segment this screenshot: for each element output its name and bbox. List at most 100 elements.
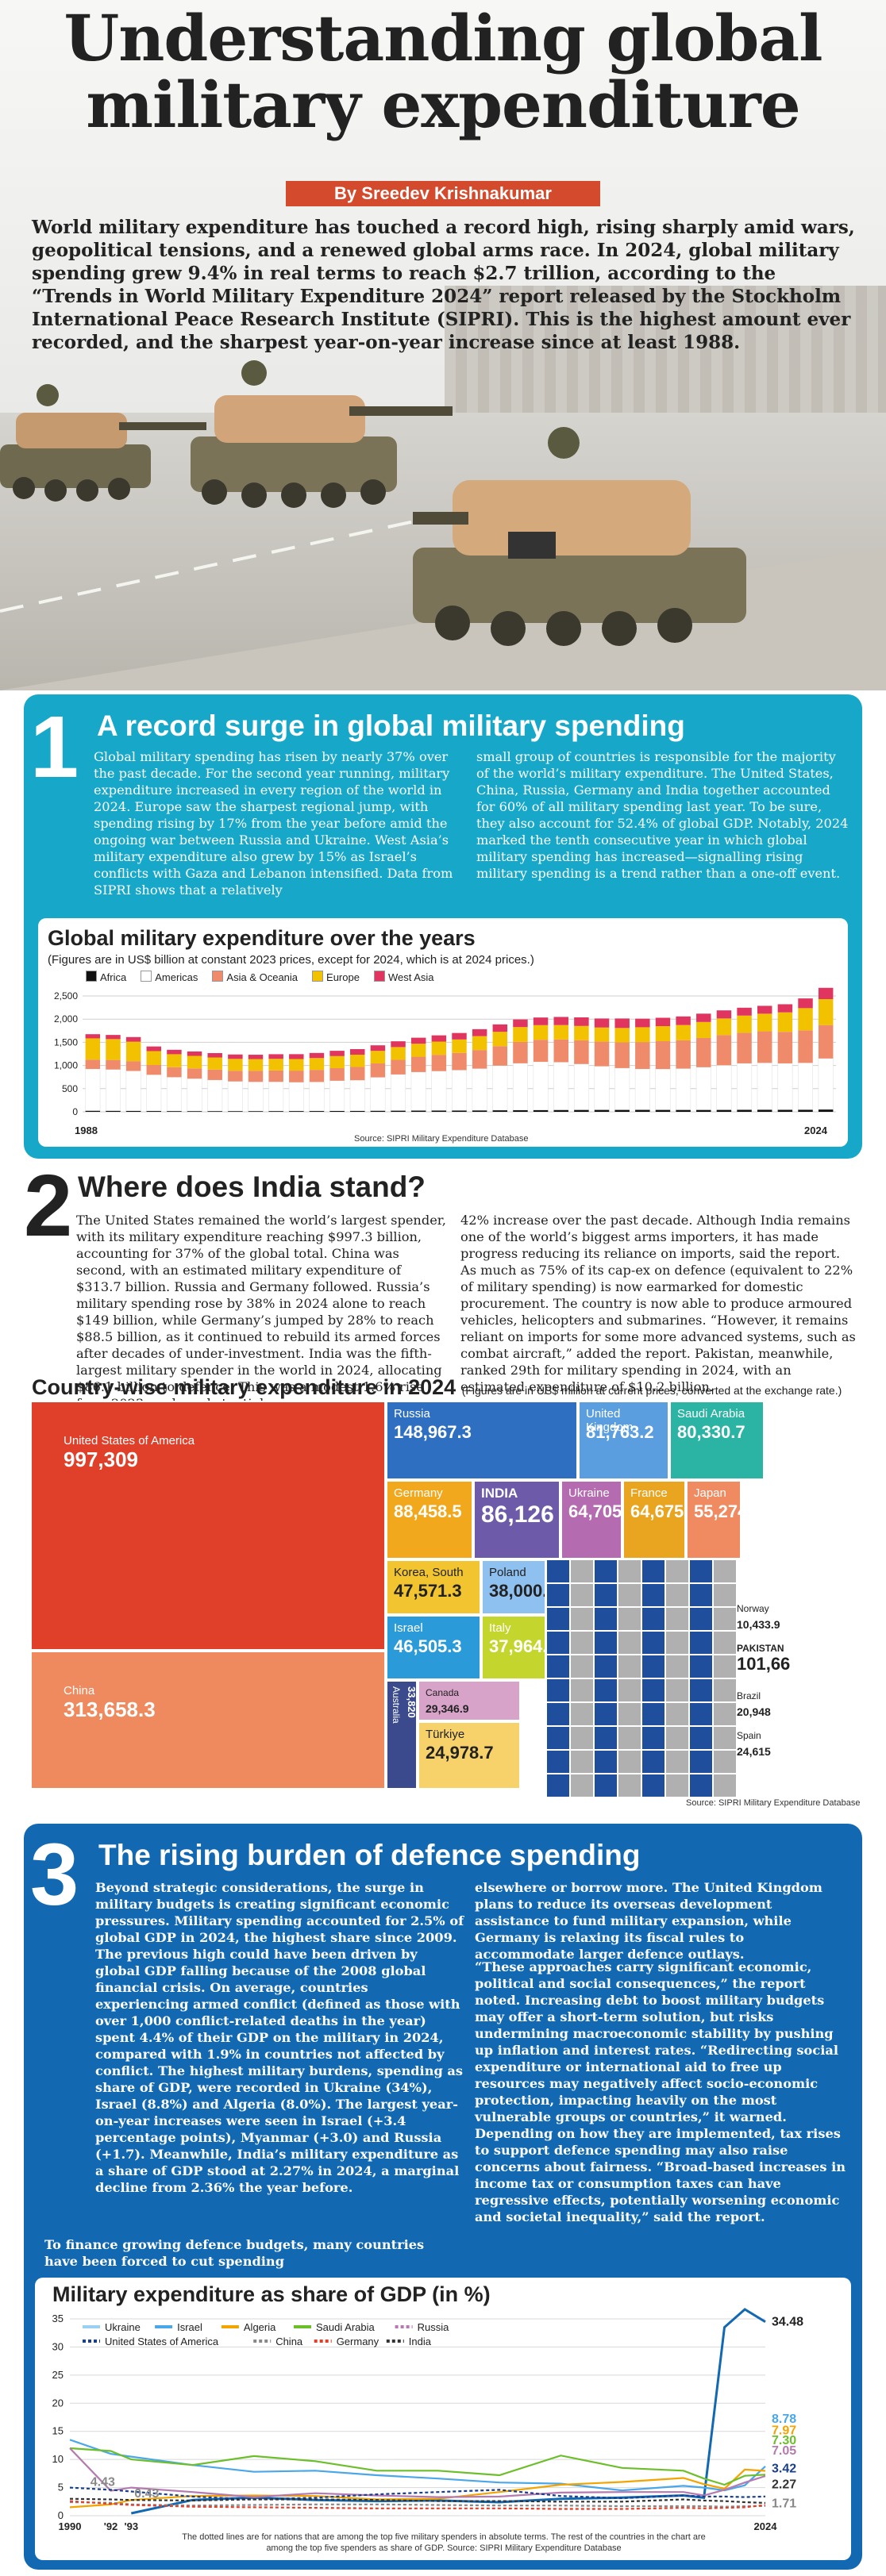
bar-2010-asia-oceania: [533, 1040, 549, 1062]
treemap-label: Italy: [489, 1621, 511, 1635]
treemap-cell-other: [665, 1750, 689, 1774]
treemap-cell-other: [689, 1678, 713, 1702]
treemap-label: Spain: [737, 1730, 761, 1741]
treemap-cell-united-states-of-america: United States of America 997,309: [30, 1401, 386, 1651]
treemap-label: Norway: [737, 1603, 769, 1614]
bar-2004-west-asia: [410, 1037, 426, 1044]
treemap-cell-other: [689, 1559, 713, 1583]
header-hero: Understanding global military expenditur…: [0, 0, 886, 690]
treemap-cell-other: [641, 1774, 665, 1797]
treemap-cell-other: [665, 1607, 689, 1631]
bar-2012-west-asia: [574, 1017, 589, 1026]
title-line-2: military expenditure: [86, 67, 800, 142]
bar-2006-africa: [452, 1110, 467, 1112]
section-2-heading: Where does India stand?: [78, 1171, 426, 1203]
treemap-cell-other: [665, 1631, 689, 1655]
bar-2008-americas: [492, 1065, 508, 1111]
line-saudi-arabia: [69, 2447, 766, 2486]
treemap-cell-other: [641, 1607, 665, 1631]
bar-2015-europe: [635, 1027, 650, 1043]
treemap-source: Source: SIPRI Military Expenditure Datab…: [686, 1798, 861, 1808]
treemap-value: 55,274: [694, 1501, 740, 1521]
bar-1994-americas: [207, 1079, 223, 1112]
chart-1-y-tick: 1,500: [54, 1036, 78, 1048]
treemap-cell-other: [641, 1702, 665, 1726]
bar-2021-west-asia: [757, 1005, 772, 1014]
bar-2015-americas: [634, 1068, 650, 1110]
treemap-label: Australia: [391, 1686, 402, 1724]
treemap-label: Brazil: [737, 1690, 761, 1701]
bar-2014-europe: [614, 1028, 630, 1043]
treemap-cell-other: [713, 1583, 737, 1607]
treemap-cell-canada: Canada 29,346.9: [418, 1680, 521, 1721]
bar-2004-asia-oceania: [410, 1056, 426, 1072]
bar-2024-west-asia: [818, 987, 834, 999]
treemap-cell-other: [594, 1678, 618, 1702]
global-expenditure-chart: Global military expenditure over the yea…: [38, 918, 848, 1147]
bar-2011-europe: [553, 1025, 568, 1040]
bar-2009-west-asia: [513, 1019, 528, 1028]
section-3-number: 3: [30, 1826, 79, 1924]
bar-2007-africa: [472, 1110, 487, 1112]
treemap-cell-spain: Spain 24,615: [737, 1726, 864, 1766]
bar-2003-asia-oceania: [391, 1059, 406, 1075]
bar-1993-asia-oceania: [187, 1068, 202, 1079]
treemap-cell-other: [546, 1631, 570, 1655]
bar-2010-europe: [533, 1025, 549, 1040]
treemap-cell-other: [546, 1655, 570, 1678]
chart-3-legend-label: China: [275, 2336, 303, 2347]
treemap-cell-other: [594, 1583, 618, 1607]
bar-2023-west-asia: [798, 998, 813, 1009]
bar-1996-americas: [248, 1081, 264, 1112]
chart-3-legend-label: Russia: [418, 2321, 450, 2333]
chart-3-title: Military expenditure as share of GDP (in…: [52, 2282, 491, 2306]
treemap-cell-russia: Russia 148,967.3: [386, 1401, 578, 1480]
bar-2005-asia-oceania: [431, 1055, 447, 1071]
treemap-cell-france: France 64,675: [622, 1480, 686, 1559]
bar-2020-americas: [737, 1063, 753, 1110]
bar-2023-asia-oceania: [798, 1030, 813, 1063]
chart-1-y-tick: 2,000: [54, 1013, 78, 1025]
bar-2015-asia-oceania: [635, 1042, 650, 1069]
treemap-value: 24,978.7: [426, 1743, 494, 1763]
bar-1990-africa: [125, 1110, 141, 1112]
bar-2002-americas: [370, 1077, 386, 1111]
bar-1999-europe: [309, 1058, 325, 1071]
bar-2006-europe: [452, 1039, 467, 1053]
chart-1-y-tick: 1,000: [54, 1060, 78, 1071]
bar-2008-europe: [492, 1032, 508, 1047]
line-united-states-of-america: [69, 2486, 766, 2501]
treemap-label: Ukraine: [568, 1486, 610, 1500]
treemap-value: 24,615: [737, 1745, 771, 1758]
bar-2005-americas: [431, 1071, 447, 1111]
bar-2002-asia-oceania: [370, 1063, 386, 1078]
chart-3-end-label: 1.71: [772, 2497, 796, 2510]
treemap-value: 997,309: [64, 1448, 138, 1471]
section-1-panel: 1 A record surge in global military spen…: [24, 694, 862, 1159]
bar-1999-west-asia: [309, 1052, 325, 1059]
treemap-label: United States of America: [64, 1434, 195, 1448]
bar-2018-africa: [696, 1109, 711, 1112]
bar-1992-asia-oceania: [167, 1067, 182, 1078]
bar-1993-europe: [187, 1055, 202, 1069]
treemap-cell-germany: Germany 88,458.5: [386, 1480, 473, 1559]
bar-2021-asia-oceania: [757, 1031, 772, 1063]
treemap-cell-other: [594, 1559, 618, 1583]
treemap-cell-other: [618, 1678, 641, 1702]
section-1-col1: Global military spending has risen by ne…: [94, 749, 453, 898]
treemap-cell-other: [618, 1750, 641, 1774]
treemap-cell-india: INDIA 86,126: [473, 1480, 560, 1559]
bar-2011-asia-oceania: [553, 1039, 568, 1063]
bar-1989-europe: [106, 1039, 121, 1060]
bar-2019-west-asia: [716, 1010, 732, 1019]
bar-1989-africa: [106, 1110, 121, 1112]
treemap-cell-other: [713, 1655, 737, 1678]
bar-2002-europe: [370, 1051, 386, 1063]
bar-1988-americas: [85, 1068, 101, 1111]
treemap-label: PAKISTAN: [737, 1643, 784, 1654]
treemap-cell-other: [546, 1607, 570, 1631]
country-treemap: United States of America 997,309 China 313,…: [30, 1401, 864, 1797]
treemap-cell-other: [546, 1583, 570, 1607]
treemap-cell-other: [546, 1702, 570, 1726]
bar-1996-africa: [248, 1111, 264, 1112]
